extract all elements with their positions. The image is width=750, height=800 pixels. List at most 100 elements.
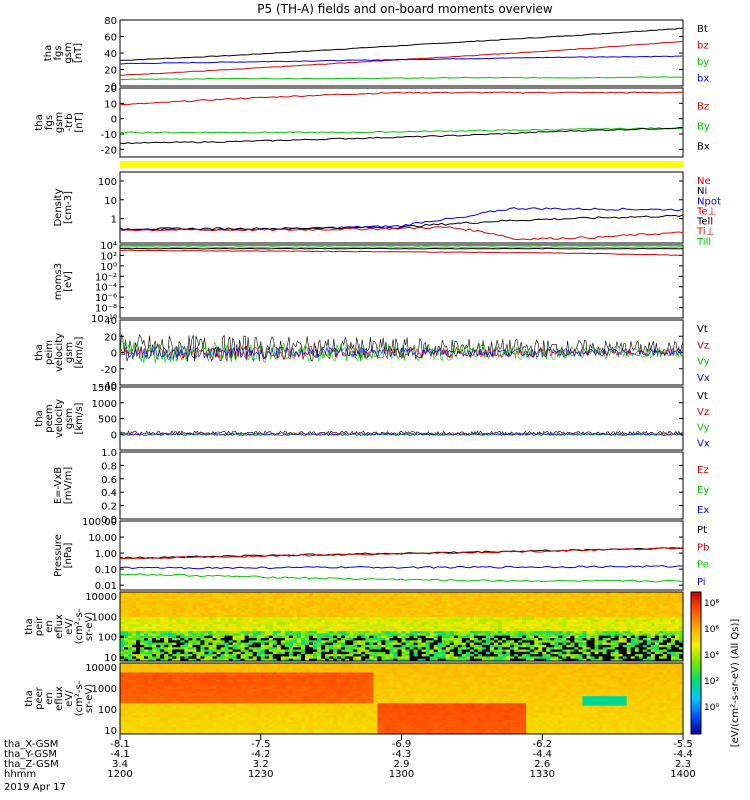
y-axis-label: tha	[34, 410, 45, 426]
y-axis-label: E=-VxB	[53, 467, 64, 504]
y-axis-label: fgs	[44, 115, 55, 130]
y-axis-label: en	[44, 692, 55, 705]
legend-Ez: Ez	[697, 465, 709, 476]
legend-Vy: Vy	[697, 423, 710, 434]
axis-row-value: -8.1	[110, 739, 130, 750]
axis-row-label: tha_X-GSM	[4, 739, 58, 750]
y-axis-label: tha	[24, 618, 35, 634]
panel-frame	[119, 386, 684, 451]
panel-peir: tha peir en eflux eV/(cm²-s-sr-eV) 10 100 1000 1…	[24, 591, 684, 664]
y-tick-label: 20	[104, 332, 117, 343]
y-tick-label: 20	[104, 84, 117, 95]
axis-row-value: -4.4	[532, 749, 552, 760]
axis-row-value: 2.9	[394, 759, 410, 770]
y-tick-label: -10	[101, 130, 117, 141]
y-tick-label: 1000	[92, 612, 117, 623]
y-tick-label: 1000	[92, 684, 117, 695]
legend-Vx: Vx	[697, 438, 710, 449]
y-axis-label: moms3	[53, 263, 64, 300]
velocity-trace	[119, 344, 684, 361]
y-tick-label: 10⁴	[100, 241, 117, 252]
plot-title: P5 (TH-A) fields and on-board moments ov…	[257, 2, 553, 16]
axis-row-value: -6.9	[392, 739, 412, 750]
y-tick-label: 100.00	[82, 517, 117, 528]
axis-row-value: 2.3	[675, 759, 691, 770]
y-tick-label: 10.00	[88, 533, 117, 544]
panel-frame	[119, 520, 684, 591]
legend-Ti⊥: Ti⊥	[696, 227, 714, 238]
axis-date: 2019 Apr 17	[4, 782, 66, 793]
y-tick-label: 0.2	[101, 502, 117, 513]
panel-frame	[119, 171, 684, 244]
y-axis-label: peim	[44, 340, 55, 365]
y-axis-label: tha	[34, 344, 45, 360]
y-axis-label: velocity	[54, 333, 65, 372]
legend-Bz: Bz	[697, 101, 709, 112]
series-Bx	[119, 126, 684, 145]
axis-row-value: -6.2	[532, 739, 552, 750]
y-tick-label: 1	[111, 215, 117, 226]
series-Bt	[119, 27, 683, 61]
y-tick-label: 80	[104, 16, 117, 27]
series-bx	[119, 76, 683, 81]
y-axis-label: (cm²-s-	[74, 680, 85, 716]
legend-by: by	[697, 57, 709, 68]
axis-row-value: -4.2	[251, 749, 271, 760]
y-axis-label: eV/	[64, 618, 75, 635]
legend-Till: Till	[696, 237, 711, 248]
y-tick-label: 10⁻⁸	[95, 304, 117, 315]
y-tick-label: 0.4	[101, 488, 117, 499]
y-tick-label: 10	[104, 726, 117, 737]
y-tick-label: 1.00	[95, 549, 117, 560]
legend-Ne: Ne	[697, 176, 711, 187]
axis-row-value: 1200	[107, 769, 132, 780]
y-tick-label: 0	[111, 349, 117, 360]
y-tick-label: 10⁰	[100, 262, 117, 273]
y-axis-label: [nT]	[74, 112, 85, 132]
series-Te	[119, 249, 684, 256]
y-tick-label: 10000	[85, 663, 117, 674]
panel-peem: tha peem velocity gsm [km/s] 0 500 1000 1500 Vt Vz…	[34, 383, 710, 451]
axis-row-label: hhmm	[4, 769, 36, 780]
legend-Ey: Ey	[697, 485, 709, 496]
colorbar-tick-label: 10⁶	[704, 625, 719, 635]
series-Pt	[119, 547, 684, 560]
legend-bx: bx	[697, 74, 709, 85]
y-axis-label: -trb	[64, 114, 75, 132]
colorbar-tick-label: 10⁰	[704, 703, 719, 713]
axis-row-value: 3.2	[253, 759, 269, 770]
colorbar-tick-label: 10⁴	[704, 651, 719, 661]
colorbar-title: [eV/(cm²-s-sr-eV) (All Qs)]	[730, 619, 741, 748]
velocity-trace	[119, 340, 684, 364]
axis-row-value: 2.6	[534, 759, 550, 770]
legend-Ni: Ni	[697, 186, 707, 197]
axis-row-value: -7.5	[251, 739, 271, 750]
velocity-trace	[119, 433, 684, 436]
y-tick-label: 10	[104, 653, 117, 664]
y-axis-label: fgs	[53, 45, 64, 60]
y-axis-label: Density	[53, 188, 64, 226]
y-axis-label: gsm	[64, 408, 75, 429]
axis-row-value: 1230	[248, 769, 273, 780]
y-tick-label: 0	[111, 430, 117, 441]
series-Pi	[119, 565, 684, 570]
legend-Vy: Vy	[697, 357, 710, 368]
axis-row-value: 1400	[670, 769, 695, 780]
panel-efield: E=-VxB [mV/m] 0.0 0.2 0.4 0.6 0.8 1.0 Ez Ey Ex	[53, 448, 709, 526]
y-axis-label: tha	[43, 45, 54, 61]
y-tick-label: 10	[104, 99, 117, 110]
y-tick-label: 40	[104, 316, 117, 327]
axis-row-value: 1330	[530, 769, 555, 780]
panel-frame	[119, 244, 684, 319]
y-axis-label: [eV]	[63, 271, 74, 292]
y-tick-label: 0.10	[95, 565, 117, 576]
legend-Bt: Bt	[697, 24, 708, 35]
legend-Npot: Npot	[697, 196, 721, 207]
series-Ni	[119, 214, 684, 231]
y-tick-label: 100	[98, 633, 117, 644]
legend-Pe: Pe	[697, 560, 709, 571]
y-tick-label: 1500	[92, 383, 117, 394]
y-tick-label: 1000	[92, 399, 117, 410]
y-tick-label: 1.0	[101, 448, 117, 459]
